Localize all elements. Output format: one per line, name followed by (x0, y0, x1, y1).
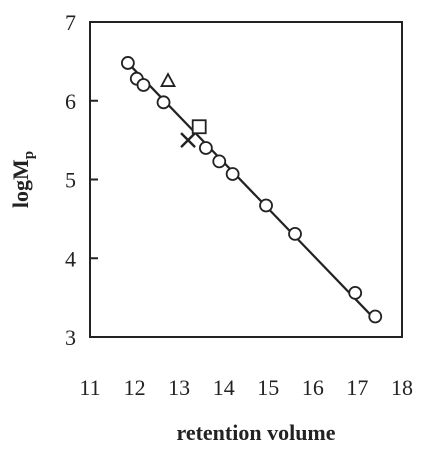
y-tick-label: 7 (65, 10, 76, 35)
circle-point (120, 56, 135, 70)
circle-point (225, 167, 240, 181)
x-tick-label: 15 (257, 375, 279, 400)
circle-point (348, 285, 363, 300)
circle-point (136, 78, 151, 92)
x-tick-label: 11 (79, 375, 100, 400)
circle-point (156, 95, 171, 110)
y-tick-label: 3 (65, 325, 76, 350)
cross-point (180, 132, 196, 148)
y-axis-title-subscript: p (21, 151, 37, 159)
circle-point (212, 154, 227, 169)
x-tick-label: 16 (302, 375, 324, 400)
x-axis-ticks: 11 12 13 14 15 16 17 18 (79, 375, 413, 400)
x-tick-label: 18 (391, 375, 413, 400)
triangle-point (159, 72, 177, 87)
circle-point (288, 226, 302, 241)
x-tick-label: 13 (168, 375, 190, 400)
y-axis-ticks: 3 4 5 6 7 (65, 10, 98, 350)
y-axis-title: logMp (8, 151, 37, 208)
data-points (120, 56, 383, 324)
y-tick-label: 6 (65, 89, 76, 114)
y-tick-label: 4 (65, 246, 76, 271)
square-point (191, 119, 207, 135)
x-tick-label: 17 (346, 375, 368, 400)
circle-point (198, 141, 213, 155)
y-axis-title-main: logM (8, 159, 33, 208)
circle-point (368, 309, 383, 324)
circle-point (259, 198, 273, 213)
x-tick-label: 14 (213, 375, 235, 400)
y-tick-label: 5 (65, 168, 76, 193)
x-tick-label: 12 (124, 375, 146, 400)
x-axis-title: retention volume (176, 420, 335, 445)
